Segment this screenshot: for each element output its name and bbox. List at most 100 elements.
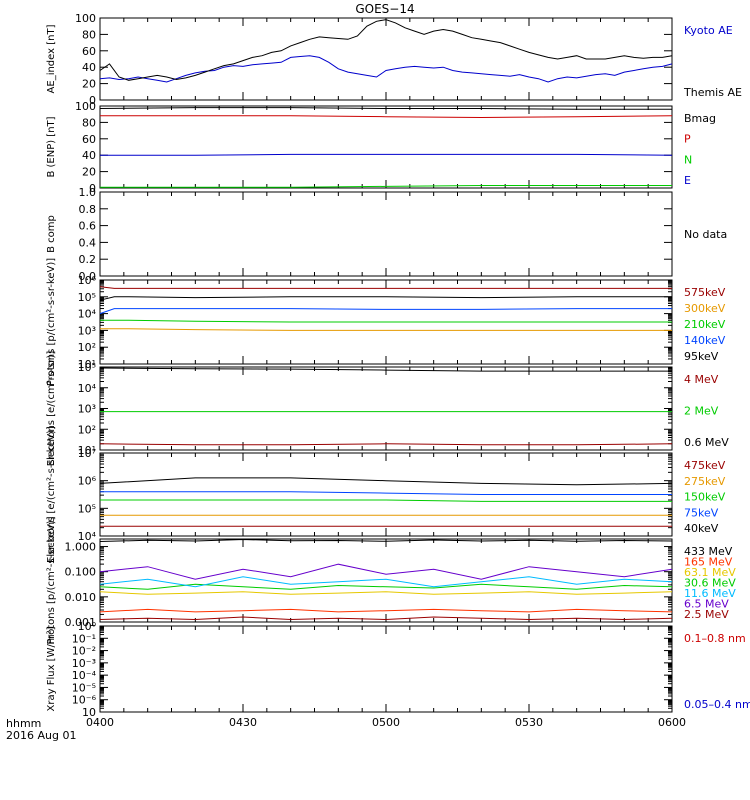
x-tick-label: 0400 — [86, 716, 114, 729]
y-tick-label: 10³ — [78, 324, 96, 337]
y-axis-title: AE_index [nT] — [46, 24, 57, 93]
x-tick-label: 0500 — [372, 716, 400, 729]
legend-label: 75keV — [684, 506, 719, 519]
series-line-1 — [100, 115, 673, 119]
y-axis-title: B comp — [46, 215, 57, 253]
y-tick-label: 100 — [75, 12, 96, 25]
y-axis-title: B (ENP) [nT] — [46, 116, 57, 177]
legend-label: 63.1 MeV — [684, 566, 736, 579]
series-line-3 — [99, 583, 673, 590]
series-line-6 — [99, 616, 673, 621]
legend-label: 475keV — [684, 459, 726, 472]
series-line-4 — [99, 477, 673, 486]
series-line-1 — [99, 608, 673, 613]
legend-label: Themis AE — [683, 86, 742, 99]
series-line-1 — [99, 19, 673, 81]
y-tick-label: 0.010 — [65, 591, 97, 604]
series-line-0 — [99, 538, 673, 542]
y-tick-label: 100 — [75, 100, 96, 113]
plot-title: GOES−14 — [355, 2, 414, 16]
series-line-4 — [99, 576, 673, 588]
legend-label: 2 MeV — [684, 405, 719, 418]
panel-2: 0.0 0.2 0.4 0.6 0.8 1.0 B comp No data — [46, 186, 727, 283]
legend-label: 2.5 MeV — [684, 608, 729, 621]
series-line-2 — [100, 499, 672, 502]
y-tick-label: 0.0 — [79, 270, 97, 283]
x-tick-label: 0600 — [658, 716, 686, 729]
panel-6: 0.001 0.010 0.100 1.000 Protons [p/(cm²-s-sr… — [46, 516, 736, 644]
y-tick-label: 0 — [89, 94, 96, 107]
legend-label: 6.5 MeV — [684, 598, 729, 611]
y-tick-label: 10⁶ — [78, 274, 97, 287]
legend-label: No data — [684, 228, 727, 241]
y-axis-title: Protons [p/(cm²-s-sr-keV)] — [46, 258, 57, 386]
panel-5: 10⁴ 10⁵ 10⁶ 10⁷ Electrons [e/(cm²-s-sr-keV)]… — [46, 426, 726, 563]
series-line-1 — [100, 328, 672, 331]
y-tick-label: 60 — [82, 45, 96, 58]
y-tick-label: 1.000 — [65, 541, 97, 554]
legend-label: 433 MeV — [684, 545, 733, 558]
y-axis-title: Electrons [e/(cm²-s-sr-keV)] — [46, 426, 57, 563]
series-line-3 — [99, 308, 672, 315]
y-tick-label: 10⁻⁴ — [72, 669, 97, 682]
legend-label: 95keV — [684, 350, 719, 363]
x-tick-label: 0530 — [515, 716, 543, 729]
legend-label: 40keV — [684, 522, 719, 535]
y-tick-label: 10⁶ — [78, 475, 97, 488]
y-tick-label: 20 — [82, 78, 96, 91]
legend-label: 165 MeV — [684, 556, 733, 569]
series-line-0 — [99, 55, 673, 83]
y-axis-title: Xray Flux [W/m²] — [46, 626, 57, 711]
legend-label: 4 MeV — [684, 373, 719, 386]
y-tick-label: 10⁴ — [78, 382, 97, 395]
legend-label: 0.05–0.4 nm — [684, 698, 750, 711]
series-line-2 — [99, 367, 672, 372]
y-tick-label: 10⁻³ — [72, 657, 96, 670]
legend-label: 575keV — [684, 286, 726, 299]
x-tick-label: 0430 — [229, 716, 257, 729]
y-tick-label: 10³ — [78, 403, 96, 416]
legend-label: E — [684, 174, 691, 187]
y-tick-label: 10² — [78, 341, 96, 354]
panel-frame — [99, 625, 673, 713]
y-tick-label: 80 — [82, 28, 96, 41]
y-tick-label: 10¹ — [78, 444, 96, 457]
series-line-0 — [99, 286, 672, 289]
panel-frame — [99, 366, 673, 451]
y-axis-title: Electrons [e/(cm²-s-sr)] — [46, 351, 57, 467]
x-corner-label: hhmm — [6, 717, 41, 730]
y-tick-label: 10⁴ — [78, 308, 97, 321]
y-tick-label: 10² — [78, 423, 96, 436]
y-tick-label: 10⁵ — [78, 291, 96, 304]
legend-label: P — [684, 133, 691, 146]
panel-frame — [99, 191, 673, 277]
legend-label: Kyoto AE — [684, 24, 733, 37]
y-tick-label: 10⁰ — [78, 620, 97, 633]
legend-label: 300keV — [684, 302, 726, 315]
y-tick-label: 0 — [89, 182, 96, 195]
series-line-0 — [99, 107, 672, 110]
y-tick-label: 10⁻⁶ — [72, 694, 97, 707]
y-tick-label: 10 — [82, 706, 96, 719]
legend-label: 30.6 MeV — [684, 577, 736, 590]
y-tick-label: 80 — [82, 116, 96, 129]
y-tick-label: 10⁵ — [78, 502, 96, 515]
y-tick-label: 1.0 — [79, 186, 97, 199]
x-date-label: 2016 Aug 01 — [6, 729, 76, 742]
y-tick-label: 10⁷ — [78, 447, 96, 460]
y-tick-label: 10⁵ — [78, 361, 96, 374]
y-tick-label: 40 — [82, 61, 96, 74]
legend-label: 210keV — [684, 318, 726, 331]
panel-1: 0 20 40 60 80 100 B (ENP) [nT] Bmag PNE — [46, 100, 716, 195]
y-tick-label: 10¹ — [78, 358, 96, 371]
y-tick-label: 0.8 — [79, 203, 97, 216]
legend-label: 140keV — [684, 334, 726, 347]
series-line-3 — [100, 491, 672, 495]
y-tick-label: 10⁴ — [78, 530, 97, 543]
series-line-3 — [100, 153, 673, 156]
series-line-2 — [99, 591, 673, 595]
y-tick-label: 0.6 — [79, 220, 97, 233]
series-line-2 — [100, 319, 672, 323]
